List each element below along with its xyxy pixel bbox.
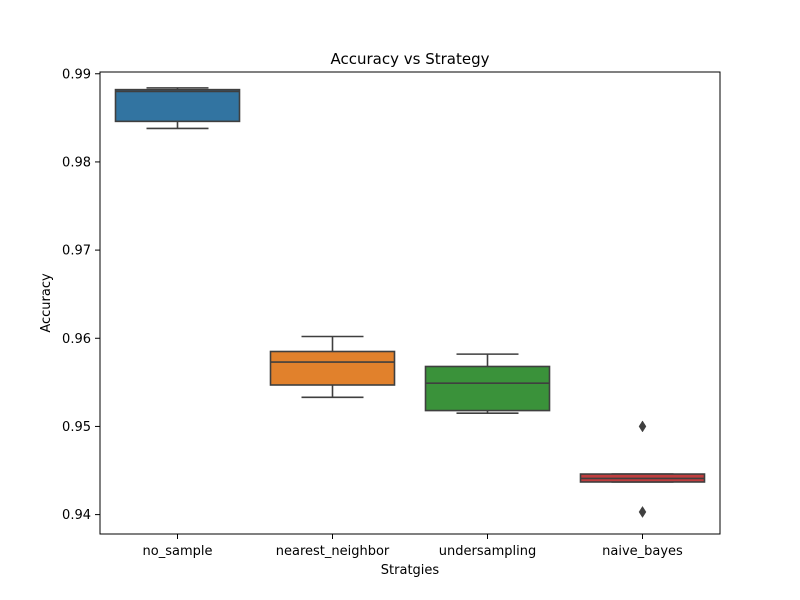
- y-tick-label: 0.94: [62, 508, 91, 523]
- chart-title: Accuracy vs Strategy: [331, 50, 490, 68]
- y-tick-label: 0.98: [62, 155, 91, 170]
- plot-frame: [99, 71, 721, 535]
- box-undersampling: [424, 353, 551, 415]
- y-axis-title: Accuracy: [39, 273, 54, 333]
- box-iqr: [424, 365, 551, 412]
- y-tick-label: 0.99: [62, 67, 91, 82]
- x-tick-label: nearest_neighbor: [276, 544, 390, 559]
- plot-area: [114, 87, 706, 518]
- y-tick-label: 0.96: [62, 332, 91, 347]
- box-no_sample: [114, 87, 241, 130]
- box-naive_bayes: [579, 420, 706, 518]
- x-tick-label: undersampling: [439, 544, 536, 559]
- y-axis: 0.94 0.95 0.96 0.97 0.98 0.99: [62, 67, 100, 523]
- box-iqr: [114, 88, 241, 123]
- outlier-point: [638, 420, 647, 433]
- box-nearest_neighbor: [269, 335, 396, 399]
- x-tick-label: no_sample: [143, 544, 213, 559]
- x-axis-title: Stratgies: [381, 563, 440, 578]
- y-tick-label: 0.95: [62, 420, 91, 435]
- x-axis: no_sample nearest_neighbor undersampling na…: [143, 534, 683, 559]
- outlier-point: [638, 505, 647, 518]
- x-tick-label: naive_bayes: [602, 544, 683, 559]
- box-iqr: [269, 350, 396, 386]
- y-tick-label: 0.97: [62, 244, 91, 259]
